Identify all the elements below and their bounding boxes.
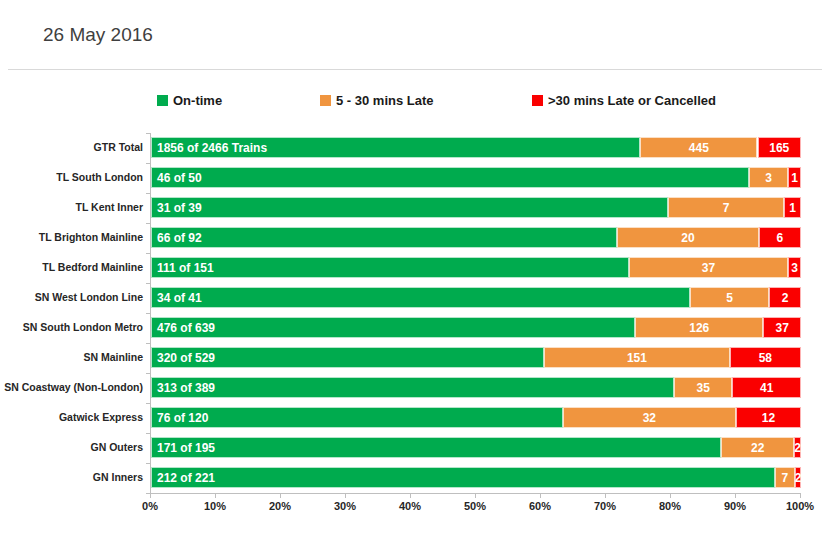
legend-label-late: 5 - 30 mins Late <box>336 93 434 108</box>
x-axis-tick <box>670 493 671 498</box>
bar-segment-on-time: 476 of 639 <box>151 317 635 338</box>
bar-segment-late: 3 <box>749 167 788 188</box>
y-axis-tick <box>146 253 150 254</box>
bar-segment-very-late: 1 <box>784 197 801 218</box>
bar-segment-late: 7 <box>775 467 796 488</box>
bar-segment-on-time: 1856 of 2466 Trains <box>151 137 640 158</box>
x-axis-label: 100% <box>778 500 822 512</box>
x-axis-tick <box>475 493 476 498</box>
legend-label-very-late: >30 mins Late or Cancelled <box>548 93 716 108</box>
divider <box>8 69 822 70</box>
y-axis-tick <box>146 193 150 194</box>
x-axis-tick <box>150 493 151 498</box>
bar-segment-late: 126 <box>635 317 763 338</box>
x-axis-label: 50% <box>453 500 497 512</box>
category-label: SN West London Line <box>0 287 143 308</box>
x-axis-tick <box>345 493 346 498</box>
bar-segment-on-time: 320 of 529 <box>151 347 544 368</box>
x-axis-label: 70% <box>583 500 627 512</box>
bar-segment-on-time: 31 of 39 <box>151 197 668 218</box>
y-axis-tick <box>146 283 150 284</box>
x-axis-tick <box>735 493 736 498</box>
x-axis-label: 60% <box>518 500 562 512</box>
bar-segment-on-time: 76 of 120 <box>151 407 563 428</box>
category-label: Gatwick Express <box>0 407 143 428</box>
x-axis-tick <box>215 493 216 498</box>
bar-segment-on-time: 171 of 195 <box>151 437 721 458</box>
bar-segment-late: 7 <box>668 197 785 218</box>
y-axis-tick <box>146 403 150 404</box>
bar-segment-on-time: 313 of 389 <box>151 377 674 398</box>
y-axis-tick <box>146 463 150 464</box>
category-label: TL Bedford Mainline <box>0 257 143 278</box>
bar-segment-late: 22 <box>721 437 794 458</box>
x-axis-label: 30% <box>323 500 367 512</box>
bar-segment-late: 20 <box>617 227 758 248</box>
y-axis-tick <box>146 223 150 224</box>
bar-segment-late: 445 <box>640 137 757 158</box>
bar-segment-late: 5 <box>690 287 769 308</box>
y-axis-tick <box>146 163 150 164</box>
late-swatch-icon <box>320 95 331 106</box>
bar-segment-late: 37 <box>629 257 788 278</box>
x-axis-tick <box>540 493 541 498</box>
x-axis-tick <box>410 493 411 498</box>
x-axis-label: 40% <box>388 500 432 512</box>
bar-segment-on-time: 66 of 92 <box>151 227 617 248</box>
bar-segment-very-late: 41 <box>732 377 801 398</box>
bar-segment-on-time: 212 of 221 <box>151 467 775 488</box>
bar-segment-very-late: 58 <box>730 347 801 368</box>
legend-label-on-time: On-time <box>173 93 222 108</box>
x-axis-line <box>146 493 800 494</box>
punctuality-chart-page: 26 May 2016 On-time 5 - 30 mins Late >30… <box>0 0 830 540</box>
bar-segment-on-time: 34 of 41 <box>151 287 690 308</box>
category-label: TL Brighton Mainline <box>0 227 143 248</box>
y-axis-tick <box>146 313 150 314</box>
category-label: SN Mainline <box>0 347 143 368</box>
on-time-swatch-icon <box>157 95 168 106</box>
bar-segment-very-late: 12 <box>736 407 801 428</box>
legend-item-on-time: On-time <box>157 93 222 108</box>
bar-segment-very-late: 165 <box>758 137 801 158</box>
x-axis-tick <box>280 493 281 498</box>
category-label: GN Inners <box>0 467 143 488</box>
x-axis-label: 0% <box>128 500 172 512</box>
bar-segment-very-late: 37 <box>763 317 801 338</box>
y-axis-tick <box>146 433 150 434</box>
y-axis-tick <box>146 343 150 344</box>
category-label: SN Coastway (Non-London) <box>0 377 143 398</box>
y-axis-line <box>150 133 151 493</box>
very-late-swatch-icon <box>532 95 543 106</box>
legend-item-very-late: >30 mins Late or Cancelled <box>532 93 716 108</box>
page-title: 26 May 2016 <box>43 24 153 46</box>
bar-segment-very-late: 3 <box>788 257 801 278</box>
x-axis-label: 10% <box>193 500 237 512</box>
x-axis-label: 20% <box>258 500 302 512</box>
bar-segment-on-time: 46 of 50 <box>151 167 749 188</box>
x-axis-label: 80% <box>648 500 692 512</box>
x-axis-tick <box>605 493 606 498</box>
bar-segment-late: 35 <box>674 377 732 398</box>
category-label: GTR Total <box>0 137 143 158</box>
y-axis-tick <box>146 373 150 374</box>
legend-item-late: 5 - 30 mins Late <box>320 93 434 108</box>
category-label: TL Kent Inner <box>0 197 143 218</box>
bar-segment-late: 32 <box>563 407 736 428</box>
category-label: TL South London <box>0 167 143 188</box>
bar-segment-very-late: 1 <box>788 167 801 188</box>
bar-segment-on-time: 111 of 151 <box>151 257 629 278</box>
bar-segment-very-late: 2 <box>769 287 801 308</box>
x-axis-label: 90% <box>713 500 757 512</box>
x-axis-tick <box>800 493 801 498</box>
bar-segment-late: 151 <box>544 347 730 368</box>
category-label: SN South London Metro <box>0 317 143 338</box>
bar-segment-very-late: 2 <box>794 437 801 458</box>
bar-segment-very-late: 2 <box>795 467 801 488</box>
category-label: GN Outers <box>0 437 143 458</box>
y-axis-tick <box>146 133 150 134</box>
bar-segment-very-late: 6 <box>759 227 801 248</box>
